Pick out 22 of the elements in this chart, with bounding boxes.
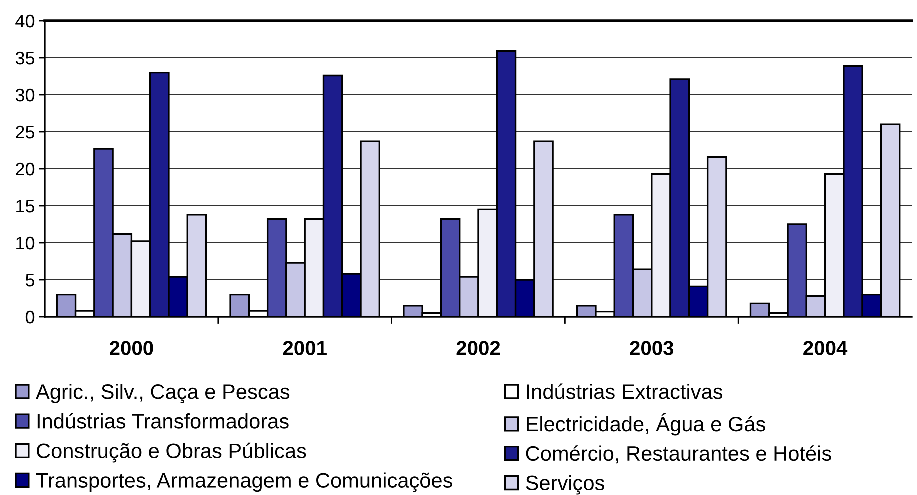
y-tick-label: 0 xyxy=(26,310,35,324)
legend-label: Agric., Silv., Caça e Pescas xyxy=(36,384,290,404)
legend-label: Indústrias Extractivas xyxy=(527,384,723,400)
legend-label: Indústrias Transformadoras xyxy=(38,413,289,429)
y-tick-label: 20 xyxy=(16,162,35,176)
y-tick-label: 35 xyxy=(16,52,35,65)
x-tick-label: 2002 xyxy=(456,341,500,356)
y-tick-label: 15 xyxy=(16,200,35,213)
legend-label: Serviços xyxy=(526,475,604,495)
legend-label: Construção e Obras Públicas xyxy=(37,442,306,463)
x-tick-label: 2003 xyxy=(630,341,674,356)
y-tick-label: 25 xyxy=(16,126,35,139)
legend-label: Transportes, Armazenagem e Comunicações xyxy=(36,472,452,492)
y-tick-label: 30 xyxy=(16,88,35,102)
legend-label: Electricidade, Água e Gás xyxy=(527,413,766,436)
y-tick-label: 40 xyxy=(16,14,35,28)
x-tick-label: 2004 xyxy=(804,341,848,356)
y-tick-label: 10 xyxy=(16,236,35,250)
y-tick-label: 5 xyxy=(26,274,35,287)
x-tick-label: 2000 xyxy=(110,341,154,356)
x-tick-label: 2001 xyxy=(283,341,327,356)
legend-label: Comércio, Restaurantes e Hotéis xyxy=(526,446,832,464)
